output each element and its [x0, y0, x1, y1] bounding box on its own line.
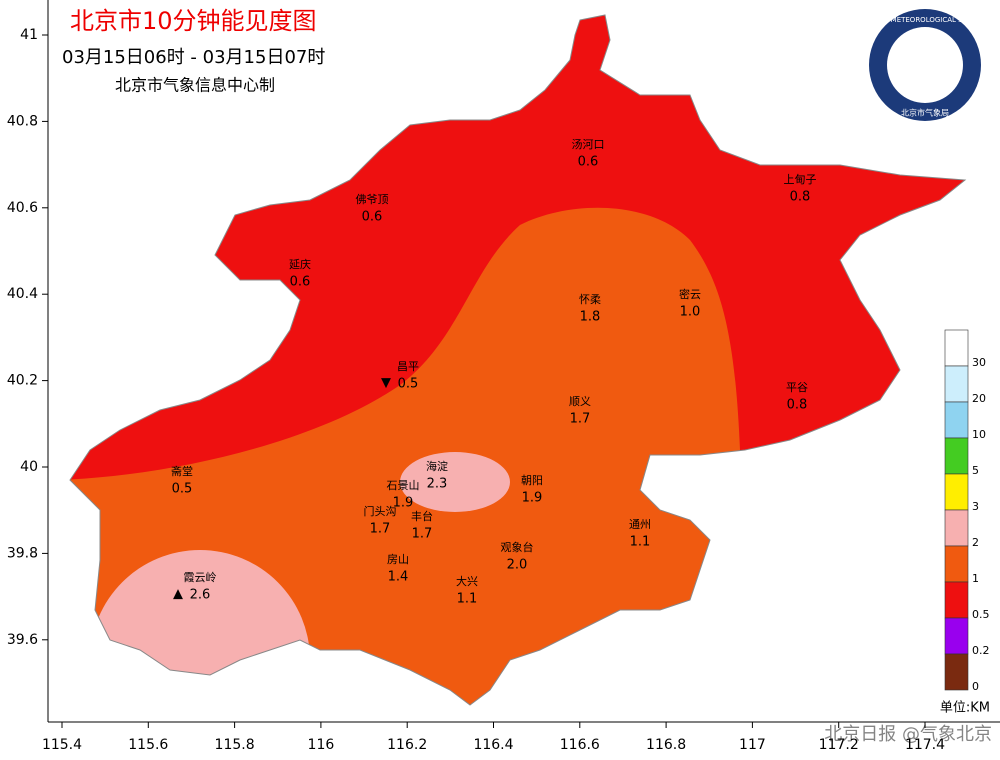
legend-swatch: [944, 329, 969, 367]
station-name: 汤河口: [572, 137, 605, 151]
legend-label: 5: [972, 464, 979, 477]
legend-swatch: [944, 545, 969, 583]
station-value: 2.0: [507, 558, 528, 573]
legend-label: 30: [972, 356, 986, 369]
station-value: 1.7: [412, 527, 433, 542]
station-name: 通州: [629, 518, 651, 531]
x-tick-label: 116: [308, 737, 335, 753]
producer: 北京市气象信息中心制: [115, 76, 275, 95]
y-tick-label: 41: [20, 27, 38, 43]
station-name: 斋堂: [171, 464, 193, 478]
legend-label: 20: [972, 392, 986, 405]
time: 03月15日06时 - 03月15日07时: [62, 47, 325, 68]
station-name: 门头沟: [364, 504, 397, 518]
station-name: 上甸子: [784, 173, 817, 186]
y-tick-label: 39.8: [7, 545, 38, 561]
legend-swatch: [944, 365, 969, 403]
station-name: 延庆: [289, 257, 311, 271]
station-value: 1.0: [680, 305, 701, 320]
x-tick-label: 116.6: [560, 737, 600, 753]
station-name: 房山: [387, 553, 409, 566]
station-value: 0.8: [790, 190, 811, 205]
station-marker: ▲: [173, 587, 183, 602]
station-name: 朝阳: [521, 474, 543, 487]
y-tick-label: 40.6: [7, 200, 38, 216]
station-value: 1.1: [457, 592, 478, 607]
logo-sub: 北京市气象局: [901, 108, 949, 118]
station-name: 佛爷顶: [356, 192, 389, 206]
y-tick-label: 40: [20, 459, 38, 475]
legend-swatch: [944, 401, 969, 439]
x-tick-label: 116.8: [646, 737, 686, 753]
station-name: 大兴: [456, 574, 478, 588]
station-name: 昌平: [397, 360, 419, 373]
station-name: 顺义: [569, 395, 591, 408]
x-tick-label: 116.2: [387, 737, 427, 753]
station-value: 1.4: [388, 570, 409, 585]
station-value: 2.6: [190, 588, 211, 603]
station-value: 1.7: [570, 412, 591, 427]
legend-swatch: [944, 653, 969, 691]
legend-swatch: [944, 617, 969, 655]
pink-zone: [400, 452, 510, 512]
station-name: 海淀: [426, 459, 448, 473]
legend-label: 0: [972, 680, 979, 693]
station-value: 0.8: [787, 398, 808, 413]
x-tick-label: 115.8: [215, 737, 255, 753]
logo-text: BEIJING METEOROLOGICAL SERVICE: [862, 16, 987, 24]
legend-label: 0.5: [972, 608, 990, 621]
y-tick-label: 39.6: [7, 632, 38, 648]
x-tick-label: 117.4: [905, 737, 945, 753]
station-marker: ▼: [381, 376, 391, 391]
x-tick-label: 115.6: [128, 737, 168, 753]
legend-swatch: [944, 509, 969, 547]
station-value: 0.6: [362, 210, 383, 225]
station-value: 1.9: [522, 491, 543, 506]
station-name: 丰台: [411, 509, 433, 523]
y-tick-label: 40.2: [7, 373, 38, 389]
x-tick-label: 117.2: [819, 737, 859, 753]
station-value: 1.7: [370, 522, 391, 537]
station-value: 0.6: [578, 155, 599, 170]
legend-swatch: [944, 581, 969, 619]
legend-swatch: [944, 473, 969, 511]
pink-zone: [90, 550, 310, 705]
y-tick-label: 40.8: [7, 113, 38, 129]
legend-label: 3: [972, 500, 979, 513]
station-name: 观象台: [501, 540, 534, 554]
station-value: 0.6: [290, 275, 311, 290]
legend-label: 1: [972, 572, 979, 585]
station-name: 密云: [679, 287, 701, 301]
unit: 单位:KM: [940, 701, 990, 716]
legend-label: 2: [972, 536, 979, 549]
x-tick-label: 116.4: [473, 737, 513, 753]
logo-inner: [887, 27, 963, 103]
title: 北京市10分钟能见度图: [70, 7, 317, 35]
station-value: 2.3: [427, 477, 448, 492]
legend-label: 10: [972, 428, 986, 441]
station-value: 0.5: [398, 377, 419, 392]
station-value: 0.5: [172, 482, 193, 497]
station-name: 怀柔: [579, 293, 601, 306]
station-name: 霞云岭: [184, 570, 217, 584]
station-value: 1.1: [630, 535, 651, 550]
station-name: 平谷: [786, 381, 808, 394]
legend-label: 0.2: [972, 644, 990, 657]
x-tick-label: 117: [739, 737, 766, 753]
x-tick-label: 115.4: [42, 737, 82, 753]
station-name: 石景山: [387, 479, 420, 492]
legend-swatch: [944, 437, 969, 475]
station-value: 1.9: [393, 496, 414, 511]
y-tick-label: 40.4: [7, 286, 38, 302]
watermark: 北京日报 @气象北京: [824, 724, 992, 745]
station-value: 1.8: [580, 310, 601, 325]
